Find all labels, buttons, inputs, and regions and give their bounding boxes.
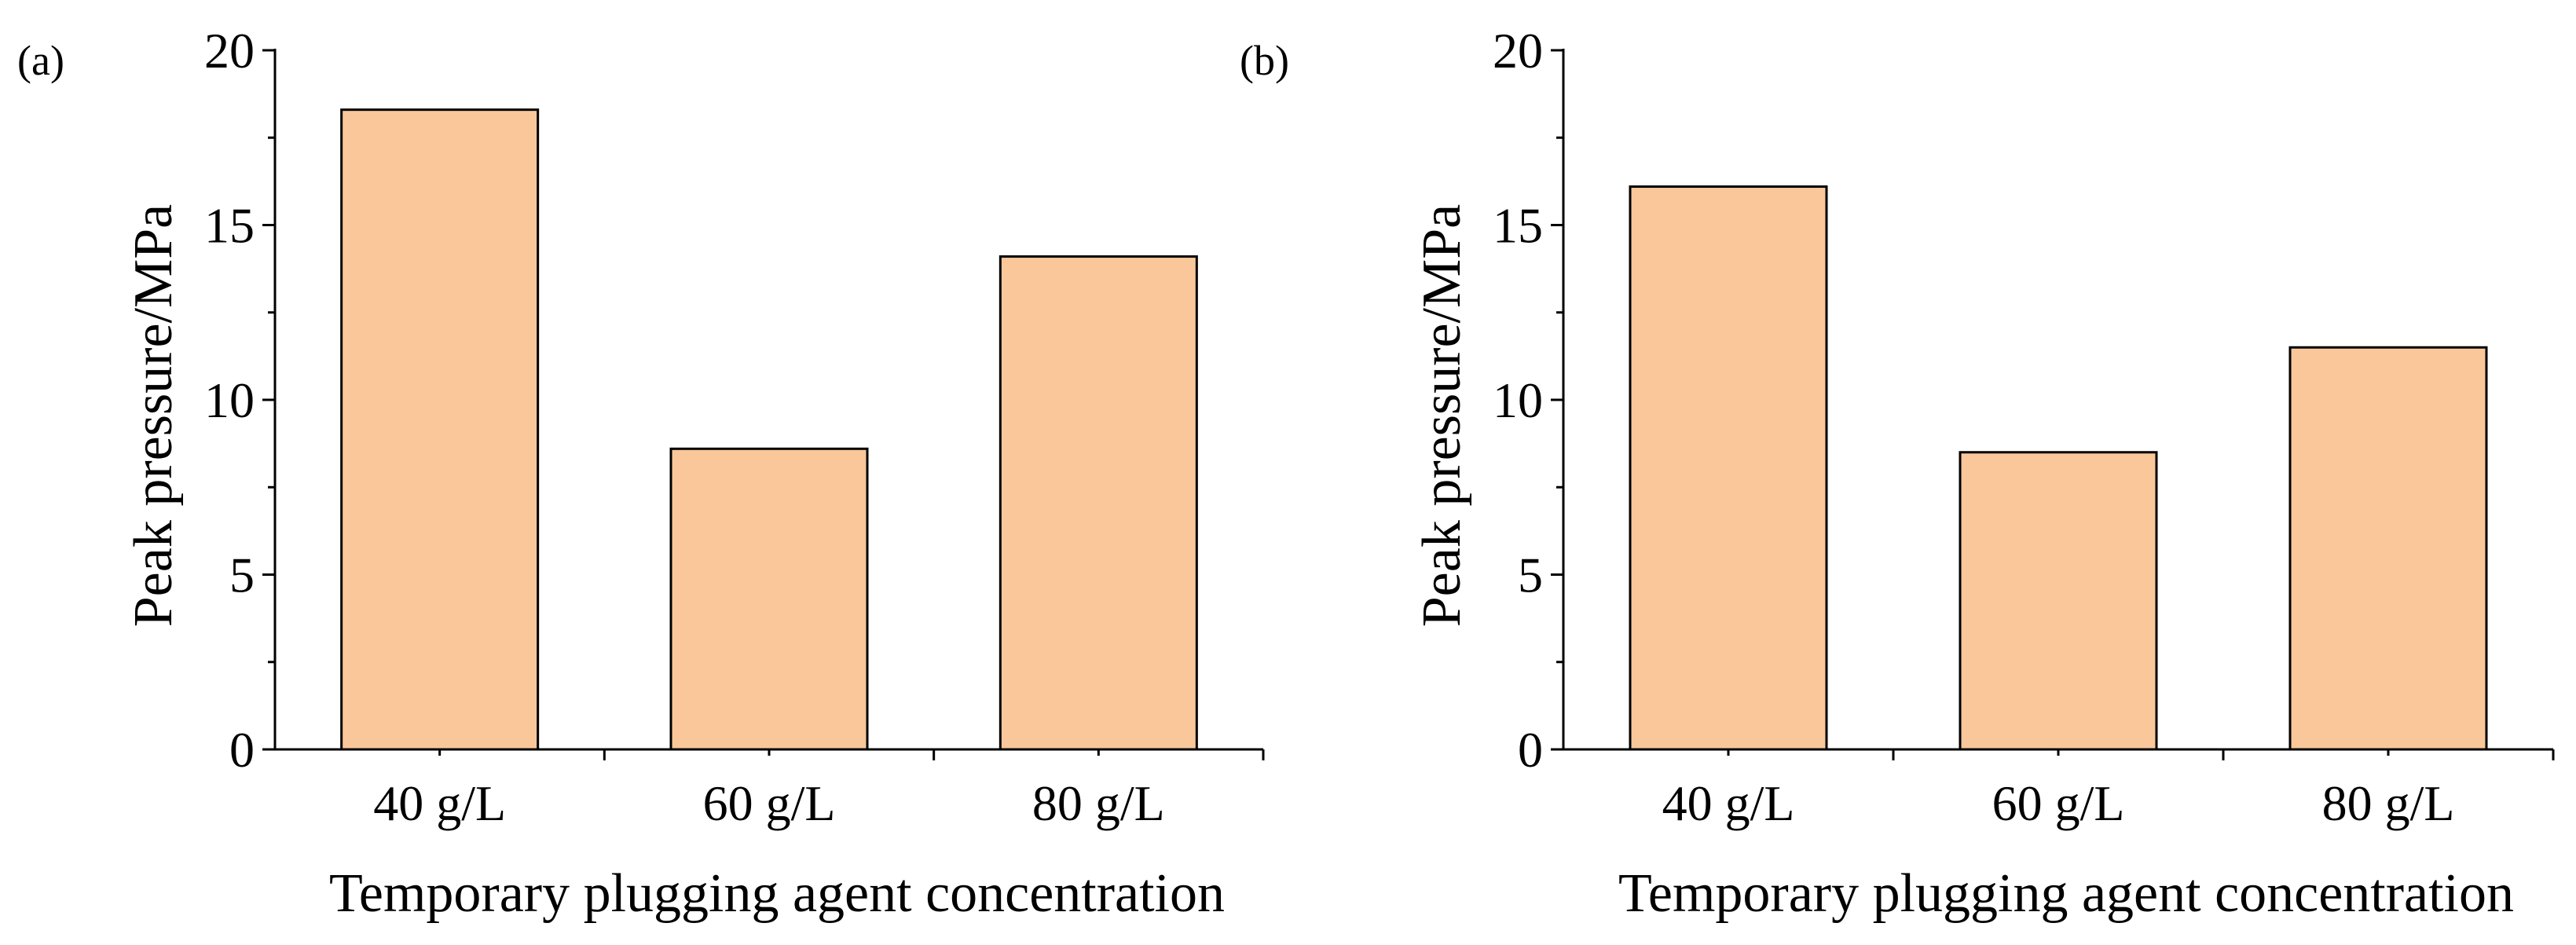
x-tick-label: 40 g/L xyxy=(1662,775,1795,831)
panel-label: (b) xyxy=(1240,37,1289,84)
y-tick-label: 5 xyxy=(1518,548,1543,603)
x-tick-label: 80 g/L xyxy=(1032,775,1165,831)
x-axis-title: Temporary plugging agent concentration xyxy=(329,863,1225,924)
y-axis-title: Peak pressure/MPa xyxy=(1412,204,1472,628)
x-tick-label: 60 g/L xyxy=(1992,775,2125,831)
y-tick-label: 20 xyxy=(1493,23,1543,79)
y-tick-label: 15 xyxy=(204,198,255,254)
x-axis-title: Temporary plugging agent concentration xyxy=(1618,863,2514,924)
panel-a: (a) 0 5 10 15 20 40 g/L 60 g/L 80 g/L Temporary p… xyxy=(17,23,1265,924)
bar-40-g-l xyxy=(340,108,540,751)
panel-label: (a) xyxy=(17,37,64,84)
x-tick-label: 60 g/L xyxy=(703,775,836,831)
y-tick-label: 0 xyxy=(1518,722,1543,778)
y-tick-label: 5 xyxy=(229,548,255,603)
y-tick-label: 0 xyxy=(229,722,255,778)
panel-b: (b) 0 5 10 15 20 40 g/L 60 g/L 80 g/L Temporary p… xyxy=(1240,23,2555,924)
x-tick-label: 40 g/L xyxy=(373,775,506,831)
bar-60-g-l xyxy=(669,447,869,751)
x-tick-label: 80 g/L xyxy=(2322,775,2455,831)
bar-80-g-l xyxy=(999,255,1198,751)
bar-60-g-l xyxy=(1959,451,2158,751)
y-tick-label: 20 xyxy=(204,23,255,79)
y-tick-label: 10 xyxy=(1493,372,1543,428)
y-axis-title: Peak pressure/MPa xyxy=(123,204,184,628)
bar-80-g-l xyxy=(2288,346,2488,751)
bar-40-g-l xyxy=(1629,185,1828,751)
y-tick-label: 15 xyxy=(1493,198,1543,254)
y-tick-label: 10 xyxy=(204,372,255,428)
